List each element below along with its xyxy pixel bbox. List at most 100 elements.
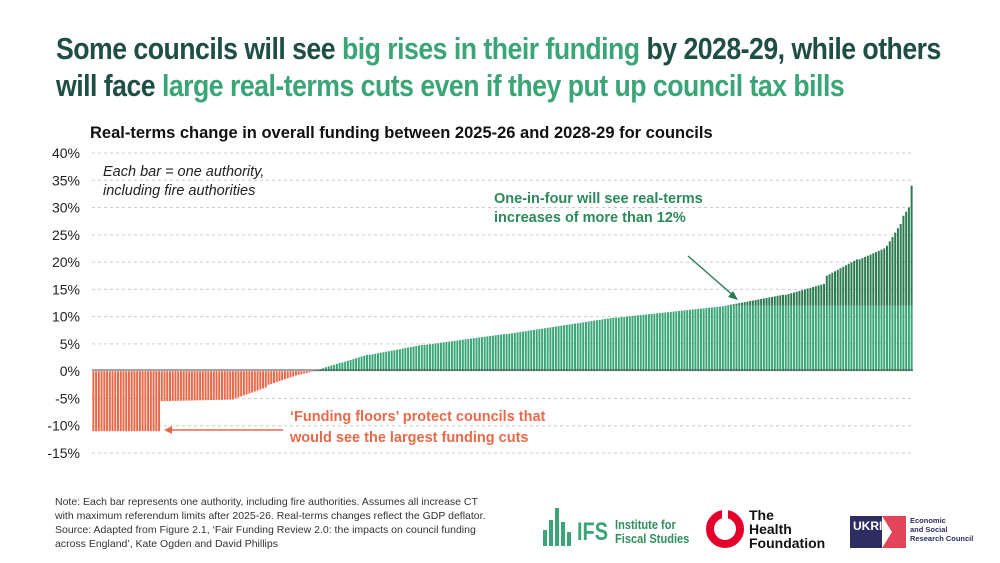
bar [910, 185, 913, 306]
bar [727, 305, 730, 306]
bar [760, 305, 763, 372]
bar [305, 371, 308, 373]
bar [511, 333, 514, 372]
bar [352, 359, 355, 372]
bar [708, 307, 711, 372]
bar [907, 207, 910, 306]
bar [229, 371, 232, 400]
bar [212, 371, 215, 400]
bar [149, 371, 152, 432]
bar [535, 329, 538, 372]
bar [762, 305, 765, 372]
bar [905, 305, 908, 372]
bar [883, 305, 886, 372]
bar [590, 321, 593, 372]
bar [344, 361, 347, 372]
bar [138, 371, 141, 432]
bar [746, 301, 749, 306]
bar [346, 360, 349, 372]
bar [809, 305, 812, 372]
bar [661, 312, 664, 372]
bar [779, 305, 782, 372]
bar [549, 327, 552, 372]
bar [95, 371, 98, 432]
bar [757, 299, 760, 306]
bar [152, 371, 155, 432]
bar [262, 371, 265, 389]
bar [787, 294, 790, 306]
bar [338, 363, 341, 372]
bar [604, 318, 607, 372]
esrc-line3: Research Council [910, 534, 974, 543]
bar [541, 328, 544, 372]
bar [374, 353, 377, 372]
bar [366, 354, 369, 372]
bar [289, 371, 292, 378]
bar [144, 371, 147, 432]
bar [396, 349, 399, 372]
bar [505, 334, 508, 372]
bar-note-line1: Each bar = one authority, [103, 164, 264, 180]
bar [743, 305, 746, 372]
bar [694, 309, 697, 372]
bar [491, 335, 494, 372]
bar [801, 290, 804, 306]
health-foundation-logo: The Health Foundation [705, 507, 830, 552]
bar [910, 305, 913, 372]
bar [746, 305, 749, 372]
bar [582, 322, 585, 372]
bar [106, 371, 109, 432]
bar [792, 292, 795, 306]
y-tick-label: -15% [47, 445, 80, 461]
bar [730, 304, 732, 306]
bar [891, 305, 894, 372]
bar [823, 283, 826, 306]
y-axis-ticks: 40% 35% 30% 25% 20% 15% 10% 5% 0% -5% -10% -15% [47, 145, 80, 461]
bar [601, 319, 604, 372]
bar [864, 305, 867, 372]
bar [103, 371, 106, 432]
bar [891, 237, 894, 306]
bar [719, 306, 722, 372]
bar [311, 371, 314, 372]
bar [847, 263, 850, 306]
bar [678, 310, 680, 372]
esrc-line1: Economic [910, 516, 946, 525]
y-tick-label: 25% [52, 227, 80, 243]
bar [639, 315, 642, 372]
bar [453, 340, 456, 372]
headline-part1: Some councils will see [56, 31, 342, 66]
bar [839, 268, 842, 306]
bar [844, 265, 847, 306]
bar [543, 328, 546, 372]
bar [456, 340, 459, 372]
bar [494, 335, 497, 372]
headline: Some councils will see big rises in thei… [56, 30, 941, 104]
bar [281, 371, 284, 381]
bar [787, 305, 790, 372]
headline-highlight1: big rises in their funding [341, 31, 640, 66]
bar [379, 352, 382, 372]
health-line3: Foundation [749, 535, 826, 551]
bar [584, 321, 587, 372]
bar [234, 371, 237, 399]
bar [174, 371, 177, 401]
bar [489, 335, 492, 372]
bar [650, 313, 653, 372]
bar [522, 331, 525, 372]
bar [450, 341, 453, 372]
bar [470, 338, 473, 372]
headline-part4: will face [56, 68, 162, 103]
bar [571, 324, 574, 372]
bar [773, 296, 776, 306]
bar [100, 371, 103, 432]
bar [251, 371, 254, 393]
bar [817, 285, 820, 306]
chart-title: Real-terms change in overall funding bet… [90, 124, 713, 142]
bar [314, 370, 317, 372]
bar [431, 343, 434, 372]
bar [439, 342, 442, 372]
bar [886, 245, 888, 306]
bar [680, 310, 683, 372]
bar [398, 349, 401, 372]
